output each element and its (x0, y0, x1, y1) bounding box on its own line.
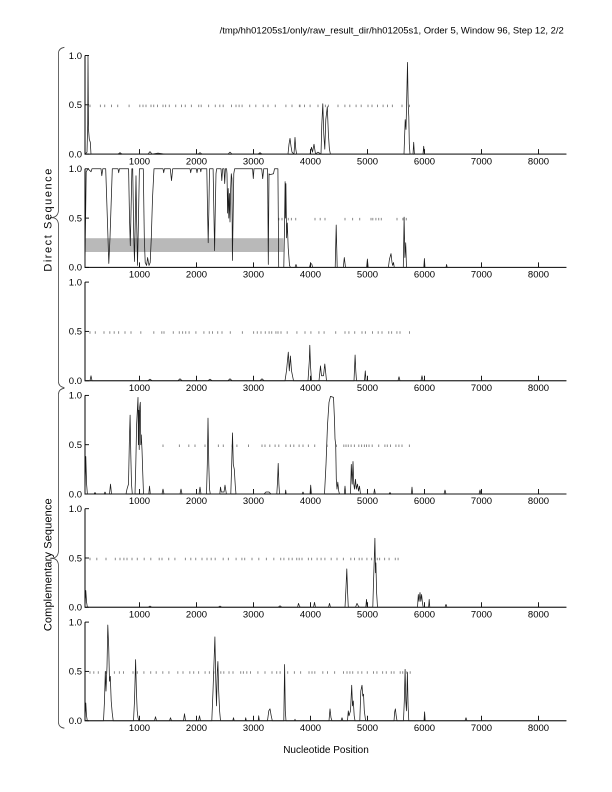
svg-text:8000: 8000 (528, 156, 549, 167)
svg-text:1000: 1000 (129, 383, 150, 394)
svg-text:0.5: 0.5 (69, 553, 82, 564)
svg-text:2000: 2000 (186, 156, 207, 167)
svg-text:8000: 8000 (528, 610, 549, 621)
svg-text:5000: 5000 (357, 496, 378, 507)
svg-text:0.5: 0.5 (69, 213, 82, 224)
svg-text:5000: 5000 (357, 270, 378, 281)
svg-text:1.0: 1.0 (69, 277, 82, 288)
svg-text:1.0: 1.0 (69, 391, 82, 402)
svg-text:8000: 8000 (528, 383, 549, 394)
svg-text:3000: 3000 (243, 383, 264, 394)
svg-text:6000: 6000 (414, 496, 435, 507)
svg-text:5000: 5000 (357, 723, 378, 734)
svg-text:0.5: 0.5 (69, 667, 82, 678)
svg-text:2000: 2000 (186, 723, 207, 734)
svg-text:2000: 2000 (186, 610, 207, 621)
svg-text:1000: 1000 (129, 610, 150, 621)
svg-text:3000: 3000 (243, 156, 264, 167)
svg-text:6000: 6000 (414, 723, 435, 734)
svg-text:Complementary Sequence: Complementary Sequence (43, 498, 55, 631)
svg-text:5000: 5000 (357, 383, 378, 394)
svg-text:1000: 1000 (129, 270, 150, 281)
svg-text:0.0: 0.0 (69, 716, 82, 727)
svg-text:1.0: 1.0 (69, 617, 82, 628)
svg-text:1000: 1000 (129, 156, 150, 167)
svg-text:0.0: 0.0 (69, 149, 82, 160)
svg-text:0.0: 0.0 (69, 489, 82, 500)
svg-text:7000: 7000 (471, 270, 492, 281)
svg-text:4000: 4000 (300, 610, 321, 621)
svg-text:1000: 1000 (129, 723, 150, 734)
svg-text:6000: 6000 (414, 610, 435, 621)
svg-text:5000: 5000 (357, 610, 378, 621)
svg-text:1000: 1000 (129, 496, 150, 507)
svg-text:8000: 8000 (528, 496, 549, 507)
svg-text:0.0: 0.0 (69, 376, 82, 387)
svg-text:4000: 4000 (300, 723, 321, 734)
svg-text:/tmp/hh01205s1/only/raw_result: /tmp/hh01205s1/only/raw_result_dir/hh012… (220, 26, 564, 37)
svg-text:1.0: 1.0 (69, 51, 82, 62)
svg-text:0.5: 0.5 (69, 440, 82, 451)
svg-text:2000: 2000 (186, 496, 207, 507)
svg-text:3000: 3000 (243, 496, 264, 507)
svg-text:0.5: 0.5 (69, 100, 82, 111)
svg-text:1.0: 1.0 (69, 164, 82, 175)
svg-text:7000: 7000 (471, 723, 492, 734)
svg-text:Nucleotide Position: Nucleotide Position (283, 745, 369, 756)
svg-text:0.0: 0.0 (69, 603, 82, 614)
svg-text:1.0: 1.0 (69, 504, 82, 515)
svg-text:7000: 7000 (471, 496, 492, 507)
svg-text:6000: 6000 (414, 156, 435, 167)
svg-text:7000: 7000 (471, 610, 492, 621)
svg-text:0.5: 0.5 (69, 327, 82, 338)
svg-text:8000: 8000 (528, 270, 549, 281)
svg-text:4000: 4000 (300, 270, 321, 281)
svg-text:3000: 3000 (243, 270, 264, 281)
svg-text:Direct Sequence: Direct Sequence (43, 167, 55, 272)
svg-text:6000: 6000 (414, 383, 435, 394)
svg-text:4000: 4000 (300, 383, 321, 394)
svg-text:6000: 6000 (414, 270, 435, 281)
svg-text:3000: 3000 (243, 723, 264, 734)
svg-text:4000: 4000 (300, 156, 321, 167)
svg-text:8000: 8000 (528, 723, 549, 734)
svg-text:0.0: 0.0 (69, 263, 82, 274)
svg-text:2000: 2000 (186, 270, 207, 281)
svg-text:4000: 4000 (300, 496, 321, 507)
svg-text:2000: 2000 (186, 383, 207, 394)
svg-text:3000: 3000 (243, 610, 264, 621)
svg-text:7000: 7000 (471, 383, 492, 394)
svg-text:7000: 7000 (471, 156, 492, 167)
svg-text:5000: 5000 (357, 156, 378, 167)
